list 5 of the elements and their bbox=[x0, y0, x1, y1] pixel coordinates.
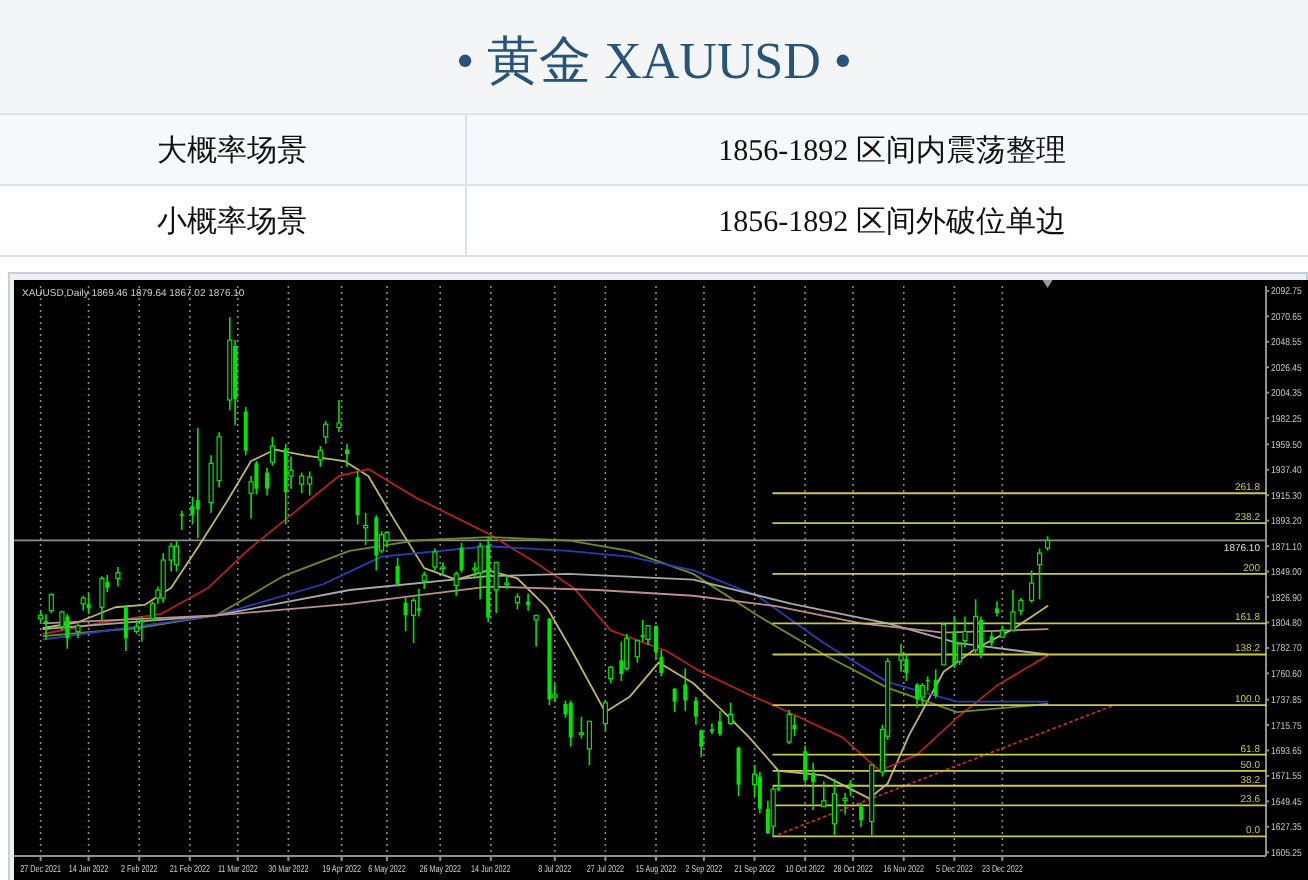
text: 大概率场景 bbox=[157, 134, 307, 168]
text: 1856-1892 区间外破位单边 bbox=[718, 205, 1066, 239]
text: 小概率场景 bbox=[157, 205, 307, 239]
text: • 黄金 XAUUSD • bbox=[455, 32, 853, 91]
text: 1856-1892 区间内震荡整理 bbox=[718, 134, 1066, 168]
